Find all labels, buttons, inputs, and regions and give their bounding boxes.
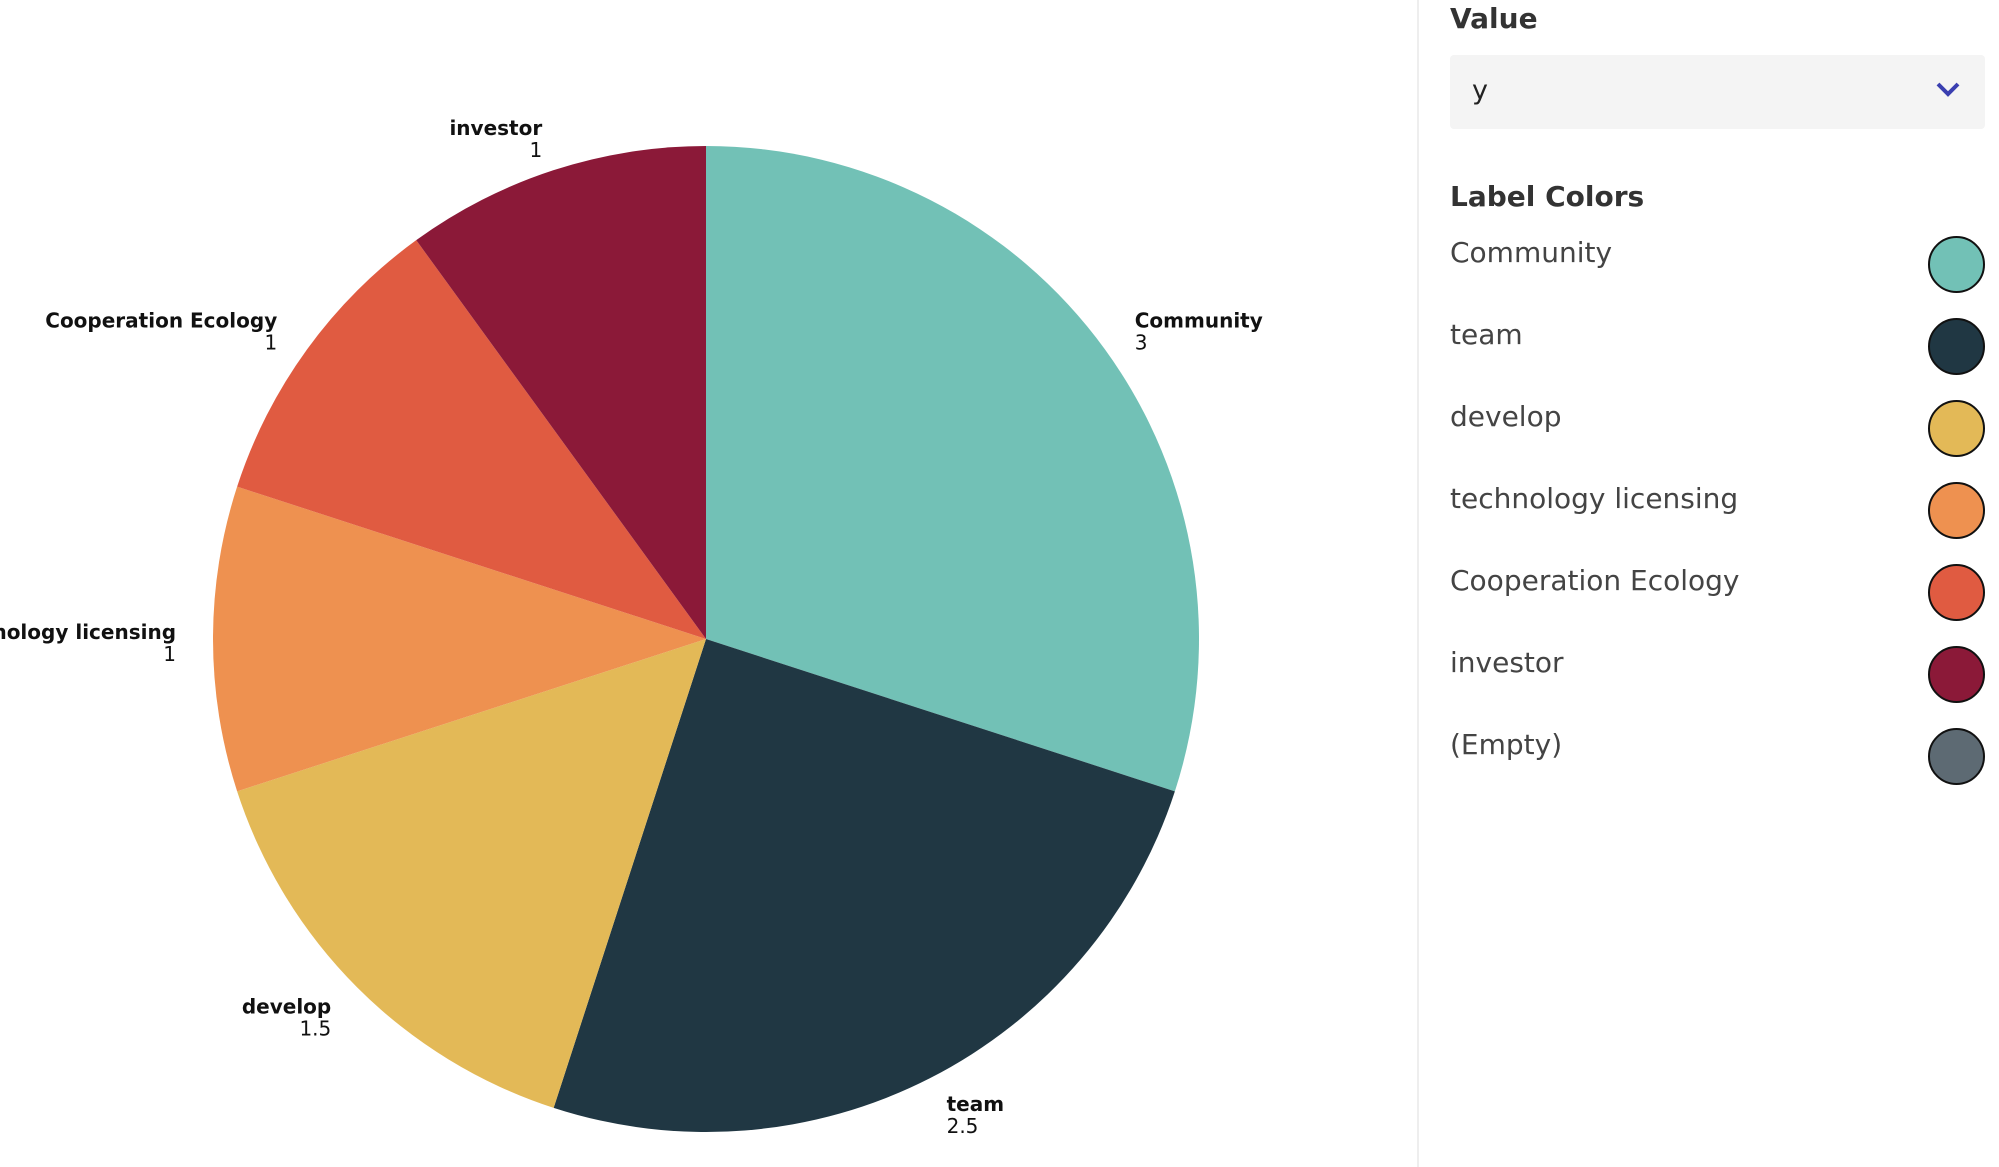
- label-name: Community: [1450, 236, 1613, 269]
- chevron: [1936, 82, 1960, 97]
- label-color-row: develop: [1450, 400, 1985, 460]
- color-swatch[interactable]: [1928, 646, 1985, 703]
- pie-slice: [237, 639, 706, 1108]
- color-swatch[interactable]: [1928, 728, 1985, 785]
- label-name: (Empty): [1450, 728, 1563, 761]
- slice-label: Cooperation Ecology: [45, 308, 277, 332]
- label-name: investor: [1450, 646, 1564, 679]
- slice-label: develop: [242, 995, 331, 1019]
- label-color-row: investor: [1450, 646, 1985, 706]
- label-name: Cooperation Ecology: [1450, 564, 1740, 597]
- label-color-row: Community: [1450, 236, 1985, 296]
- pie-slice: [212, 486, 707, 792]
- slice-label: technology licensing: [0, 620, 176, 644]
- pie-slice: [416, 146, 706, 639]
- color-swatch[interactable]: [1928, 482, 1985, 539]
- slice-value: 1: [163, 642, 176, 666]
- color-swatch[interactable]: [1928, 564, 1985, 621]
- slice-value: 3: [1135, 330, 1148, 354]
- slice-label: Community: [1135, 308, 1263, 332]
- label-color-row: technology licensing: [1450, 482, 1985, 542]
- color-swatch[interactable]: [1928, 318, 1985, 375]
- label-color-row: (Empty): [1450, 728, 1985, 788]
- label-name: develop: [1450, 400, 1562, 433]
- value-dropdown[interactable]: y: [1450, 55, 1985, 129]
- label-color-row: Cooperation Ecology: [1450, 564, 1985, 624]
- slice-value: 1: [265, 330, 278, 354]
- color-swatch[interactable]: [1928, 400, 1985, 457]
- slice-label: investor: [449, 116, 542, 140]
- label-colors-heading: Label Colors: [1450, 180, 1645, 213]
- color-swatch[interactable]: [1928, 236, 1985, 293]
- label-color-row: team: [1450, 318, 1985, 378]
- pie-slice: [553, 639, 1175, 1132]
- slice-value: 1.5: [299, 1017, 331, 1041]
- pie-slice: [706, 146, 1199, 792]
- slice-value: 1: [529, 138, 542, 162]
- label-name: team: [1450, 318, 1523, 351]
- pie-slice: [237, 240, 706, 640]
- settings-panel: Value y Label Colors Community team develo…: [1417, 0, 1999, 1167]
- label-name: technology licensing: [1450, 482, 1739, 515]
- slice-label: team: [947, 1092, 1004, 1116]
- slice-value: 2.5: [947, 1114, 979, 1138]
- dropdown-value: y: [1472, 75, 1488, 106]
- value-heading: Value: [1450, 2, 1538, 35]
